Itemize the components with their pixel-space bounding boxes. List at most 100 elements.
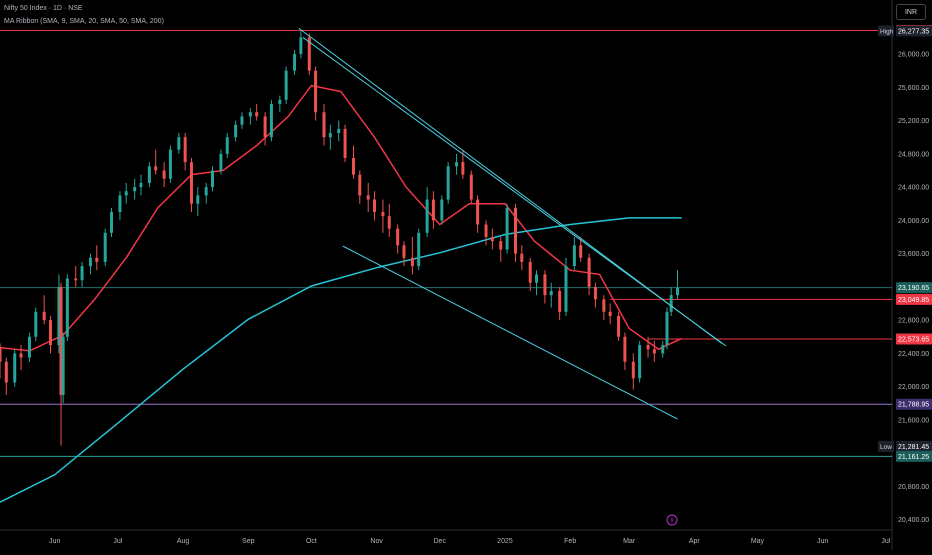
price-tick-label: 22,400.00 — [898, 351, 929, 358]
candle-body — [579, 245, 583, 258]
study-legend[interactable]: MA Ribbon (SMA, 9, SMA, 20, SMA, 50, SMA… — [4, 18, 164, 25]
price-label-bg — [896, 282, 932, 294]
price-tick-label: 20,800.00 — [898, 484, 929, 491]
candle-body — [219, 153, 223, 171]
moving-averages — [0, 84, 683, 503]
candle-body — [410, 257, 414, 267]
tradingview-logo-icon[interactable] — [666, 514, 678, 526]
candle-body — [675, 287, 679, 296]
candle-body — [124, 191, 128, 196]
price-tick-label: 26,000.00 — [898, 52, 929, 59]
time-tick-label: 2025 — [497, 538, 513, 545]
chart-title[interactable]: Nifty 50 Index · 1D · NSE — [4, 5, 83, 12]
candle-body — [665, 311, 669, 346]
price-tick-label: 20,400.00 — [898, 517, 929, 524]
candle-body — [669, 295, 673, 312]
candle-body — [535, 274, 539, 283]
candle-body — [328, 133, 332, 138]
candle-body — [80, 266, 84, 281]
candle-body — [204, 187, 208, 196]
candle-body — [431, 199, 435, 221]
candle-body — [162, 170, 166, 179]
candle-body — [417, 232, 421, 267]
candle-body — [139, 182, 143, 188]
logo-ring — [666, 514, 678, 526]
price-tick-label: 23,600.00 — [898, 251, 929, 258]
candle-body — [351, 157, 355, 175]
candle-body — [461, 162, 465, 175]
candle-body — [133, 187, 137, 192]
candle-body — [0, 346, 2, 362]
candle-body — [558, 291, 562, 312]
candle-body — [564, 266, 568, 312]
time-tick-label: Feb — [564, 538, 576, 545]
candle-body — [623, 336, 627, 362]
candle-body — [299, 37, 303, 55]
time-tick-label: May — [751, 538, 765, 545]
time-tick-label: Jul — [881, 538, 890, 545]
candle-body — [263, 116, 267, 138]
candle-body — [587, 257, 591, 287]
candle-body — [638, 345, 642, 379]
candles — [0, 31, 679, 446]
candle-body — [65, 278, 69, 337]
price-label-bg — [896, 450, 932, 462]
candle-body — [608, 311, 612, 316]
horizontal-lines — [0, 30, 892, 457]
candle-body — [110, 212, 114, 233]
candle-body — [248, 112, 252, 117]
candle-body — [168, 149, 172, 179]
candle-body — [549, 291, 553, 296]
price-label-bg — [896, 398, 932, 410]
price-label-value: 26,277.35 — [898, 28, 929, 35]
currency-button[interactable]: INR — [896, 4, 926, 20]
trendline-1 — [302, 37, 727, 347]
price-tick-label: 25,200.00 — [898, 118, 929, 125]
candle-body — [343, 128, 347, 158]
candle-body — [74, 278, 78, 281]
candle-body — [366, 195, 370, 200]
price-tick-label: 24,400.00 — [898, 185, 929, 192]
price-tick-label: 21,600.00 — [898, 417, 929, 424]
trendlines[interactable] — [298, 27, 727, 420]
candle-body — [446, 166, 450, 200]
ma-line-0 — [0, 84, 683, 352]
candle-body — [284, 70, 288, 100]
candle-body — [59, 286, 63, 395]
time-tick-label: Aug — [177, 538, 190, 545]
candle-body — [57, 286, 61, 346]
price-label-value: 21,281.45 — [898, 444, 929, 451]
price-tick-label: 24,000.00 — [898, 218, 929, 225]
time-tick-label: Mar — [623, 538, 636, 545]
candle-body — [34, 311, 38, 337]
candle-body — [118, 195, 122, 213]
candle-body — [307, 37, 311, 71]
candle-body — [469, 174, 473, 200]
candle-body — [528, 261, 532, 283]
candle-body — [513, 207, 517, 254]
candle-body — [652, 349, 656, 354]
candle-body — [490, 236, 494, 242]
candle-body — [314, 70, 318, 113]
candle-body — [484, 224, 488, 237]
candle-body — [240, 116, 244, 125]
candle-body — [476, 199, 480, 225]
time-tick-label: Sep — [242, 538, 255, 545]
time-tick-label: Oct — [306, 538, 317, 545]
price-label-bg — [896, 293, 932, 305]
candle-body — [617, 315, 621, 337]
time-axis[interactable]: Jun Jul Aug Sep Oct Nov Dec 2025 Feb Mar Apr May Jun… — [49, 538, 891, 545]
candle-body — [499, 241, 503, 250]
price-labels: 26,282.90High26,277.3523,190.6523,049.85… — [878, 25, 932, 462]
price-label-value: 22,573.65 — [898, 336, 929, 343]
price-tick-label: 22,800.00 — [898, 318, 929, 325]
time-tick-label: Jun — [817, 538, 828, 545]
candle-body — [425, 199, 429, 233]
price-tick-label: 22,000.00 — [898, 384, 929, 391]
candle-body — [4, 361, 8, 383]
price-tick-label: 24,800.00 — [898, 151, 929, 158]
candle-body — [593, 286, 597, 300]
candle-body — [88, 257, 92, 267]
candle-body — [322, 112, 326, 138]
